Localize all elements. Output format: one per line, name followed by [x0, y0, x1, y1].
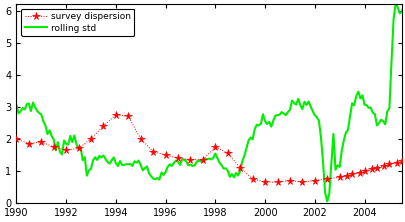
- rolling std: [132, 160, 136, 163]
- rolling std: [324, 200, 329, 203]
- survey dispersion: [51, 146, 56, 148]
- rolling std: [392, 2, 397, 5]
- survey dispersion: [175, 157, 180, 159]
- survey dispersion: [200, 158, 205, 161]
- rolling std: [390, 18, 395, 21]
- survey dispersion: [287, 179, 292, 182]
- survey dispersion: [225, 152, 230, 155]
- rolling std: [16, 112, 21, 115]
- survey dispersion: [386, 163, 391, 166]
- survey dispersion: [237, 166, 242, 169]
- survey dispersion: [126, 115, 130, 118]
- survey dispersion: [399, 160, 403, 163]
- Line: survey dispersion: survey dispersion: [13, 111, 405, 186]
- survey dispersion: [163, 154, 168, 156]
- survey dispersion: [337, 176, 341, 179]
- survey dispersion: [299, 181, 304, 183]
- survey dispersion: [349, 173, 354, 175]
- survey dispersion: [26, 142, 31, 145]
- survey dispersion: [212, 146, 217, 148]
- rolling std: [142, 167, 147, 170]
- survey dispersion: [150, 150, 155, 153]
- survey dispersion: [14, 137, 19, 140]
- rolling std: [14, 104, 19, 106]
- rolling std: [154, 177, 159, 179]
- survey dispersion: [76, 147, 81, 150]
- survey dispersion: [64, 149, 68, 151]
- survey dispersion: [138, 137, 143, 140]
- survey dispersion: [88, 137, 93, 140]
- survey dispersion: [39, 141, 44, 143]
- survey dispersion: [373, 166, 378, 169]
- survey dispersion: [101, 125, 106, 127]
- survey dispersion: [369, 168, 373, 171]
- rolling std: [53, 149, 58, 152]
- Line: rolling std: rolling std: [16, 4, 403, 201]
- survey dispersion: [361, 170, 366, 172]
- survey dispersion: [249, 178, 254, 180]
- survey dispersion: [393, 162, 398, 164]
- survey dispersion: [381, 165, 386, 167]
- survey dispersion: [262, 181, 267, 183]
- survey dispersion: [356, 171, 361, 174]
- Legend: survey dispersion, rolling std: survey dispersion, rolling std: [21, 9, 134, 36]
- survey dispersion: [275, 181, 279, 183]
- survey dispersion: [113, 113, 118, 116]
- survey dispersion: [311, 179, 316, 182]
- survey dispersion: [188, 158, 192, 161]
- rolling std: [401, 4, 405, 6]
- survey dispersion: [344, 174, 349, 177]
- survey dispersion: [324, 178, 329, 180]
